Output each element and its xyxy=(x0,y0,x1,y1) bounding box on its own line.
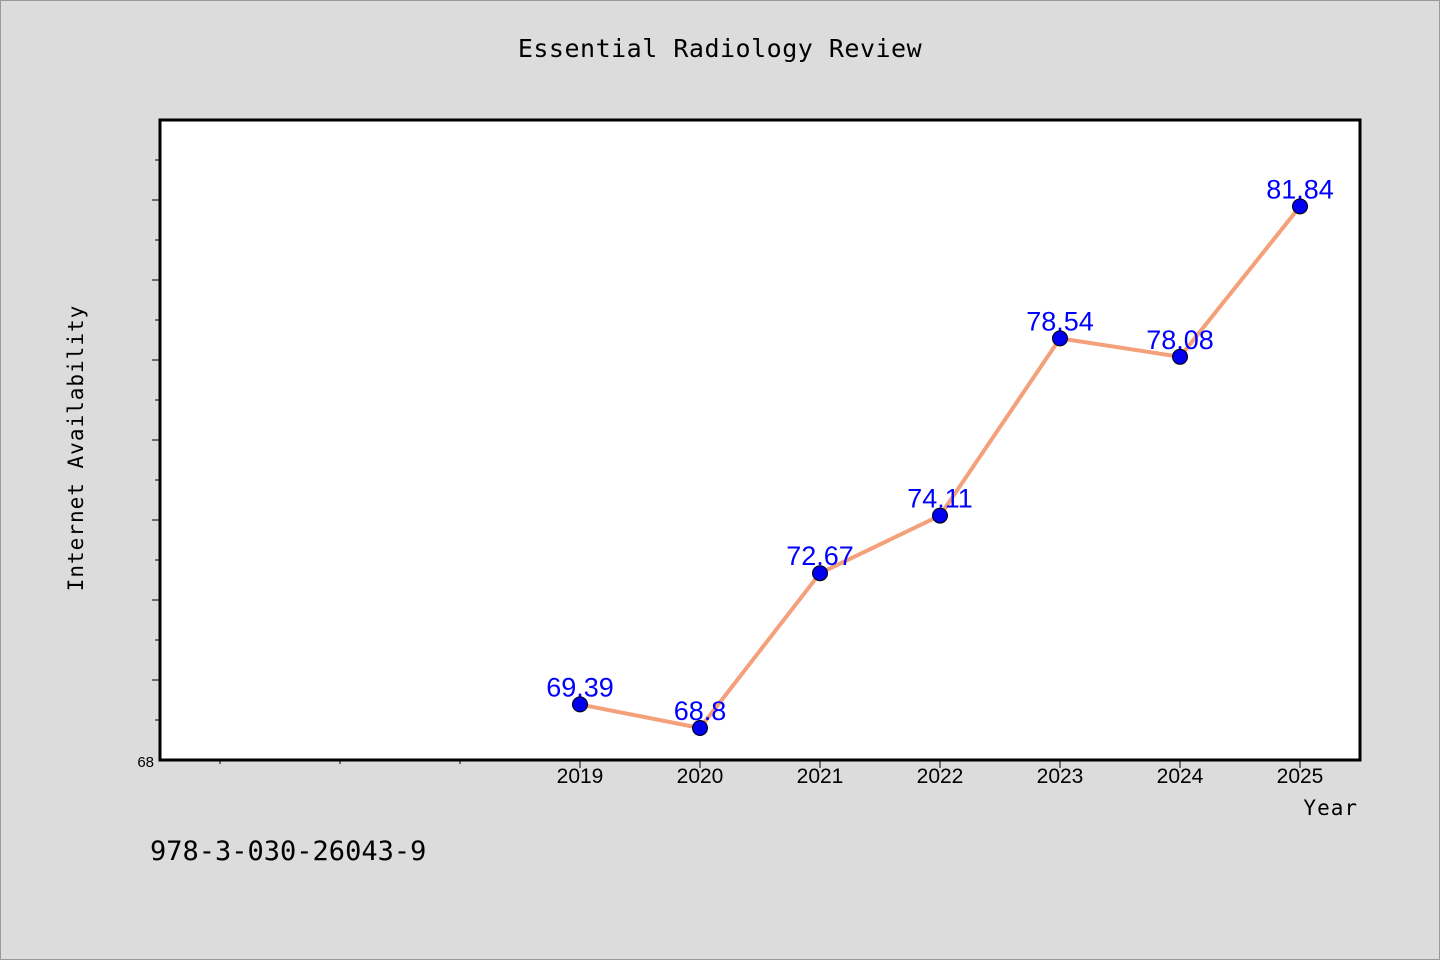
x-tick-label: 2020 xyxy=(677,765,724,788)
data-point xyxy=(1292,198,1308,215)
data-point xyxy=(692,720,708,736)
data-point xyxy=(932,507,948,524)
x-tick-label: 2019 xyxy=(557,765,604,788)
data-label: 78.54 xyxy=(1026,306,1094,336)
x-axis-label: Year xyxy=(1303,796,1358,820)
data-label: 72.67 xyxy=(786,541,854,571)
isbn-text: 978-3-030-26043-9 xyxy=(150,836,427,867)
x-tick-label: 2024 xyxy=(1157,765,1204,788)
x-tick-label: 2022 xyxy=(917,765,964,788)
x-tick-label: 2025 xyxy=(1277,765,1324,788)
data-point xyxy=(1172,348,1188,365)
data-label: 78.08 xyxy=(1146,325,1214,355)
data-point xyxy=(1052,330,1068,347)
data-point xyxy=(572,696,588,713)
data-label: 69.39 xyxy=(546,672,614,702)
chart-title: Essential Radiology Review xyxy=(517,34,923,63)
y-tick-label: 68 xyxy=(137,754,154,771)
x-tick-label: 2023 xyxy=(1037,765,1084,788)
data-point xyxy=(812,565,828,582)
x-tick-label: 2021 xyxy=(797,765,844,788)
y-axis-label: Internet Availability xyxy=(64,304,88,592)
data-label: 74.11 xyxy=(907,484,973,514)
plot-area xyxy=(158,118,1362,762)
data-label: 68.8 xyxy=(674,696,727,726)
data-label: 81.84 xyxy=(1266,174,1334,204)
